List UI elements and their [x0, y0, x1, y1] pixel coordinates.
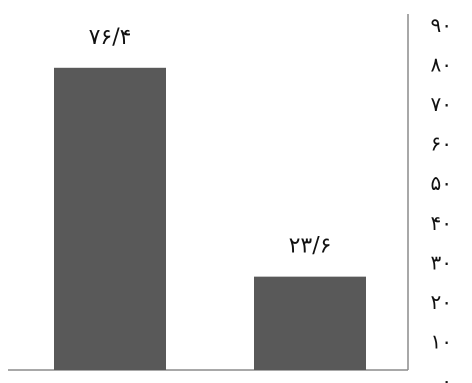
- y-tick-label: ۰: [441, 369, 452, 383]
- bars: [54, 67, 366, 370]
- category-label: زن: [98, 377, 122, 383]
- y-tick-label: ۱۰: [431, 329, 452, 353]
- y-tick-label: ۲۰: [431, 290, 452, 314]
- data-labels: ۷۶/۴ ۲۳/۶: [89, 25, 332, 259]
- y-tick-label: ۷۰: [431, 92, 452, 116]
- category-labels: زن مرد: [98, 377, 326, 383]
- y-tick-label: ۵۰: [431, 171, 452, 195]
- y-tick-label: ۶۰: [431, 132, 452, 156]
- bar: [54, 67, 166, 370]
- category-label: مرد: [295, 377, 326, 383]
- y-tick-label: ۴۰: [431, 211, 452, 235]
- y-axis-ticks: ۰ ۱۰ ۲۰ ۳۰ ۴۰ ۵۰ ۶۰ ۷۰ ۸۰ ۹۰: [431, 13, 452, 383]
- bar-data-label: ۲۳/۶: [289, 234, 332, 259]
- bar: [254, 276, 366, 370]
- y-tick-label: ۹۰: [431, 13, 452, 37]
- y-tick-label: ۸۰: [431, 53, 452, 77]
- bar-data-label: ۷۶/۴: [89, 25, 132, 50]
- y-tick-label: ۳۰: [431, 250, 452, 274]
